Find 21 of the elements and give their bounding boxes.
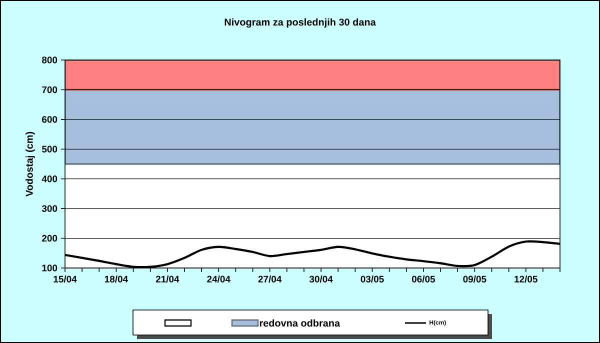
x-tick-label: 09/05 xyxy=(463,276,486,283)
x-tick-label: 06/05 xyxy=(412,276,436,283)
y-tick-label: 400 xyxy=(42,176,58,182)
y-tick-label: 100 xyxy=(42,264,58,272)
chart-title: Nivogram za poslednjih 30 dana xyxy=(224,18,376,28)
y-axis-title: Vodostaj (cm) xyxy=(26,132,35,197)
x-tick-label: 15/04 xyxy=(54,276,77,283)
y-tick-label: 600 xyxy=(42,116,58,123)
legend-label: redovna odbrana xyxy=(260,319,340,327)
x-tick-label: 24/04 xyxy=(207,276,230,283)
y-tick-label: 500 xyxy=(42,146,58,152)
x-tick-label: 21/04 xyxy=(156,276,180,283)
y-tick-label: 200 xyxy=(42,234,58,242)
x-tick-label: 12/05 xyxy=(514,276,538,283)
x-tick-label: 30/04 xyxy=(309,276,333,283)
y-tick-label: 700 xyxy=(42,86,58,94)
x-tick-label: 27/04 xyxy=(258,276,282,283)
y-tick-label: 300 xyxy=(42,205,58,212)
x-tick-label: 18/04 xyxy=(104,276,128,283)
x-tick-label: 03/05 xyxy=(360,276,384,283)
y-tick-label: 800 xyxy=(42,56,58,64)
